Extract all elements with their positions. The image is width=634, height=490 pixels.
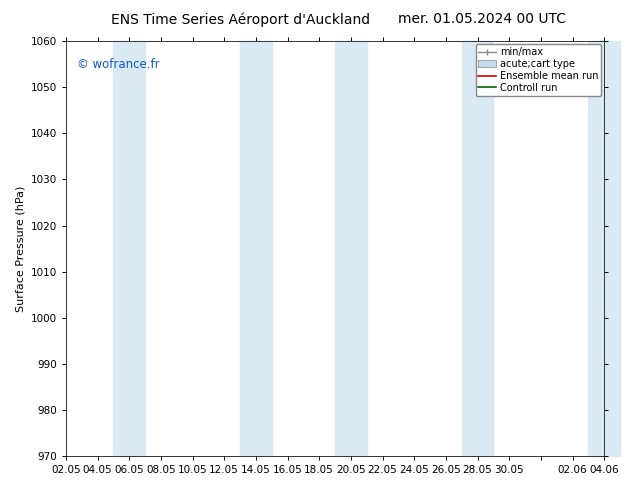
Text: ENS Time Series Aéroport d'Auckland: ENS Time Series Aéroport d'Auckland	[112, 12, 370, 27]
Text: mer. 01.05.2024 00 UTC: mer. 01.05.2024 00 UTC	[398, 12, 566, 26]
Text: © wofrance.fr: © wofrance.fr	[77, 58, 159, 71]
Y-axis label: Surface Pressure (hPa): Surface Pressure (hPa)	[15, 185, 25, 312]
Bar	[335, 41, 366, 456]
Bar	[462, 41, 493, 456]
Bar	[113, 41, 145, 456]
Legend: min/max, acute;cart type, Ensemble mean run, Controll run: min/max, acute;cart type, Ensemble mean …	[476, 44, 601, 96]
Bar	[240, 41, 272, 456]
Bar	[588, 41, 620, 456]
